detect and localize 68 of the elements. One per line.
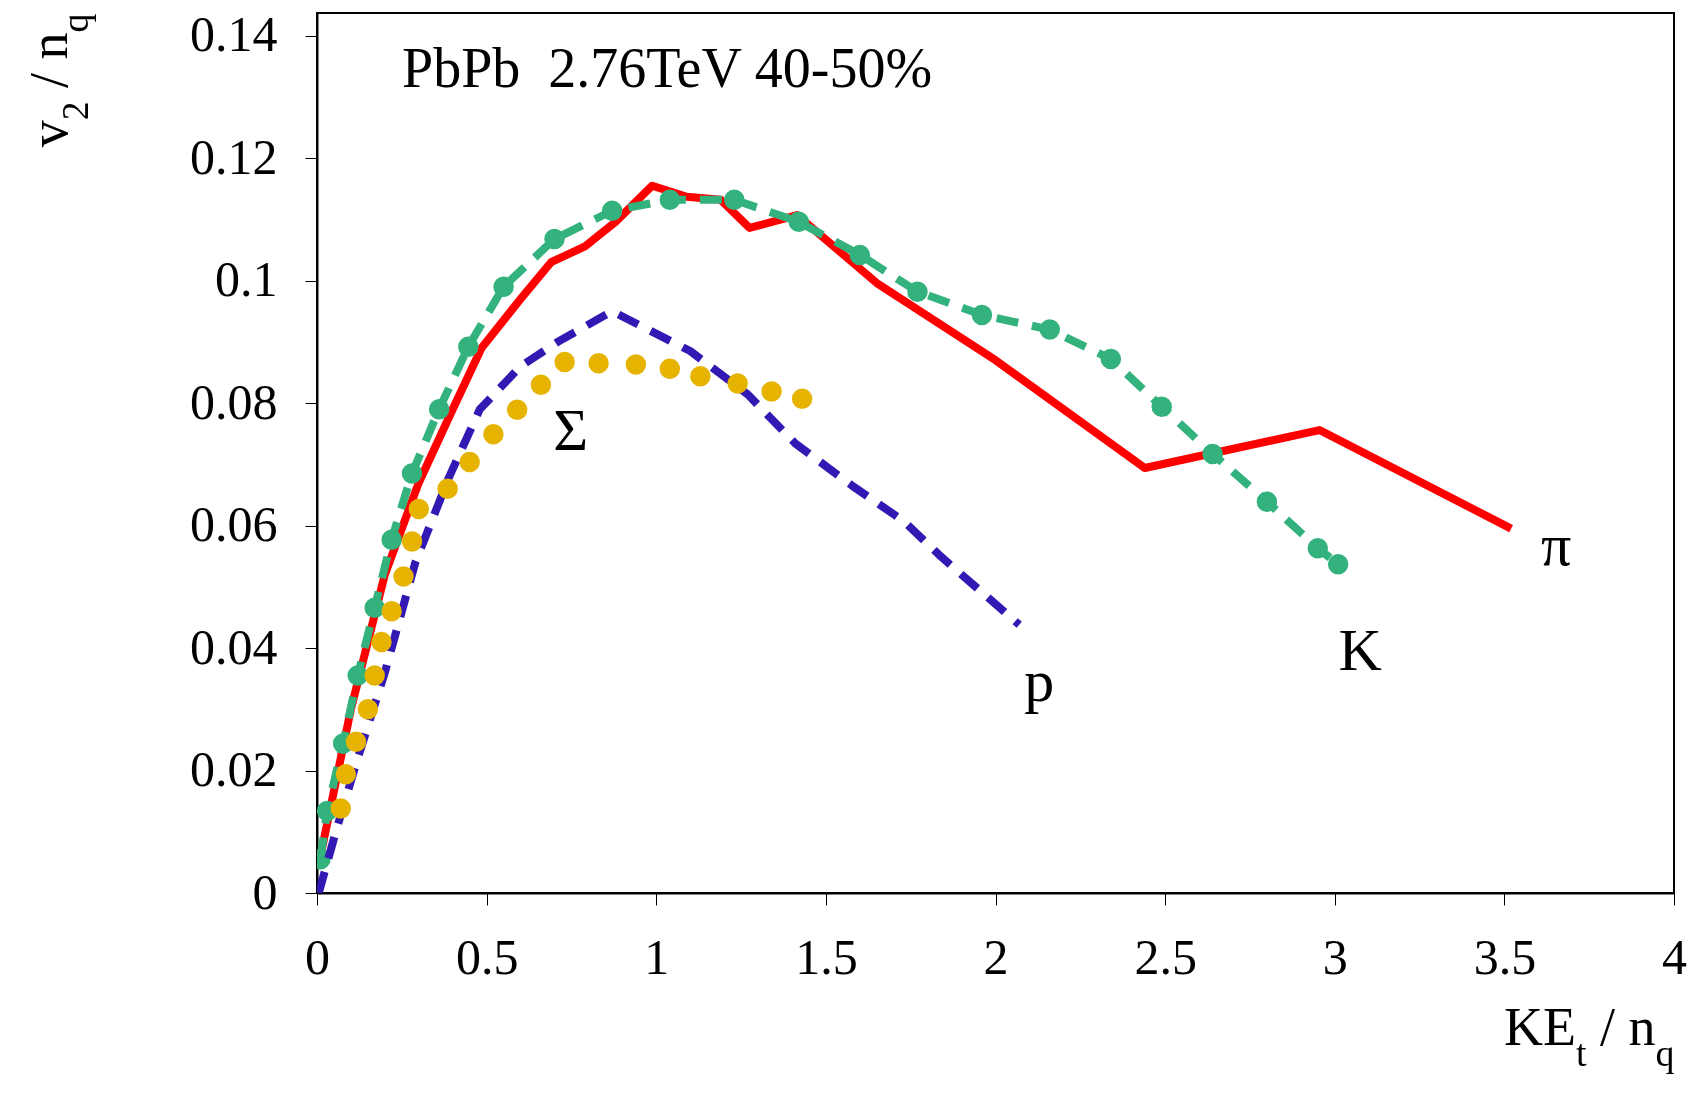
point [364, 597, 385, 618]
x-tick-label: 2 [983, 928, 1009, 985]
point [659, 189, 681, 210]
annotation: PbPb 2.76TeV 40-50% [402, 37, 933, 99]
y-tick-label: 0.08 [190, 373, 278, 430]
point [330, 798, 351, 819]
point [724, 189, 745, 210]
point [393, 566, 414, 587]
point [907, 281, 928, 302]
y-tick-label: 0.02 [190, 741, 278, 798]
x-tick-label: 3 [1322, 928, 1348, 985]
point [588, 353, 609, 374]
series-label: π [1541, 511, 1572, 578]
x-axis-title: KE$_{t}$ / n$_{q}$ [1504, 996, 1675, 1074]
y-tick-label: 0.04 [190, 618, 278, 675]
x-tick-label: 1.5 [795, 928, 858, 985]
point [554, 351, 575, 373]
x-tick-label: 0 [305, 928, 330, 985]
point [437, 478, 458, 500]
point [544, 228, 565, 250]
point [493, 276, 514, 297]
point [971, 304, 993, 326]
point [727, 373, 748, 394]
point [625, 354, 647, 375]
series-label: Σ [553, 397, 589, 464]
point [483, 424, 504, 445]
point [1327, 553, 1349, 575]
point [1307, 538, 1329, 559]
x-tick-label: 1 [644, 928, 670, 985]
y-tick-label: 0.12 [190, 128, 278, 185]
series-label: K [1338, 617, 1382, 684]
point [659, 358, 681, 380]
point [408, 498, 430, 520]
point [1202, 443, 1223, 465]
point [357, 699, 379, 720]
point [791, 388, 813, 410]
point [690, 365, 711, 387]
point [1100, 348, 1122, 370]
point [1039, 319, 1061, 340]
point [381, 601, 402, 622]
point [1151, 396, 1172, 417]
point [849, 244, 871, 266]
x-tick-label: 0.5 [455, 928, 519, 985]
y-tick-label: 0 [252, 863, 278, 920]
point [530, 374, 552, 395]
point [401, 531, 423, 552]
point [345, 731, 367, 752]
point [401, 463, 423, 484]
point [506, 399, 528, 421]
point [335, 763, 357, 785]
y-tick-label: 0.1 [215, 251, 278, 308]
y-tick-label: 0.06 [190, 496, 278, 553]
point [347, 665, 368, 686]
point [371, 631, 392, 653]
point [458, 336, 479, 357]
point [1256, 491, 1278, 512]
series-label: p [1024, 647, 1055, 714]
x-tick-label: 3.5 [1473, 928, 1537, 985]
x-tick-label: 4 [1662, 928, 1687, 985]
point [364, 665, 385, 686]
point [761, 381, 782, 402]
point [601, 200, 623, 222]
x-tick-label: 2.5 [1134, 928, 1197, 985]
point [381, 529, 402, 550]
point [788, 211, 809, 233]
point [459, 451, 480, 473]
y-tick-label: 0.14 [190, 6, 278, 63]
point [428, 398, 450, 420]
